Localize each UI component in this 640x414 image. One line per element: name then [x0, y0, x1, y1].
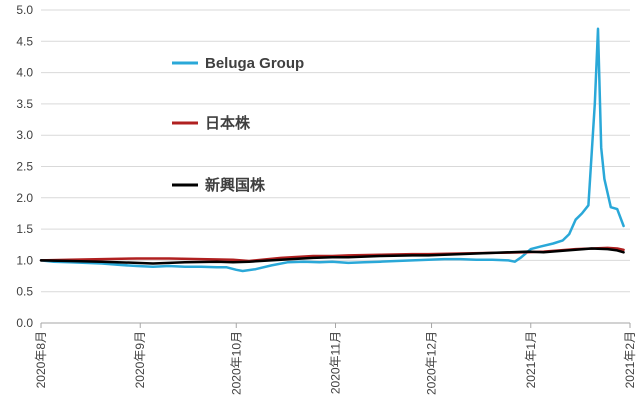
- legend-label: 日本株: [205, 114, 251, 132]
- y-tick-label: 5.0: [16, 3, 33, 17]
- legend-label: Beluga Group: [205, 55, 304, 72]
- series-line-1: [39, 246, 625, 263]
- y-tick-label: 1.0: [16, 253, 33, 267]
- y-tick-label: 4.5: [16, 34, 33, 48]
- gridlines: [41, 9, 630, 293]
- y-tick-label: 0.0: [16, 316, 33, 330]
- y-tick-label: 1.5: [16, 222, 33, 236]
- x-tick-label: 2020年10月: [229, 331, 243, 395]
- y-tick-label: 0.5: [16, 285, 33, 299]
- y-tick-label: 4.0: [16, 66, 33, 80]
- y-tick-label: 2.5: [16, 160, 33, 174]
- legend-label: 新興国株: [205, 176, 266, 194]
- series-line-2: [39, 247, 625, 265]
- x-tick-label: 2020年9月: [133, 331, 147, 388]
- y-tick-label: 2.0: [16, 191, 33, 205]
- x-tick-label: 2020年11月: [329, 331, 343, 394]
- y-tick-label: 3.0: [16, 128, 33, 142]
- x-tick-label: 2020年8月: [34, 331, 48, 388]
- x-tick-label: 2021年2月: [623, 331, 637, 388]
- series-lines: [39, 27, 625, 273]
- axes: 0.0 0.5 1.0 1.5 2.0 2.5 3.0 3.5 4.0 4.5 5.0 2020年8月…: [16, 3, 637, 395]
- x-tick-label: 2020年12月: [425, 331, 439, 395]
- x-tick-label: 2021年1月: [524, 331, 538, 388]
- series-line-0: [39, 27, 625, 273]
- y-tick-label: 3.5: [16, 97, 33, 111]
